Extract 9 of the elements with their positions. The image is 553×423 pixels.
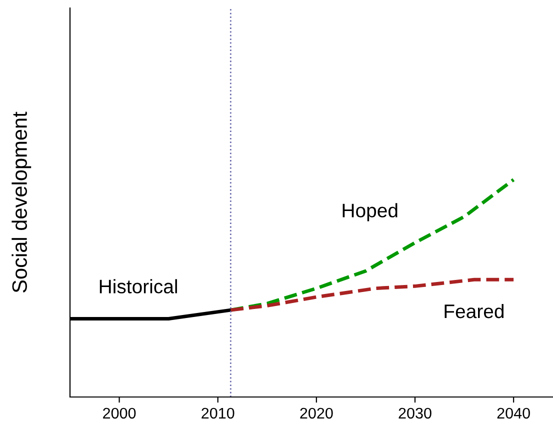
series-label: Feared <box>444 304 504 318</box>
x-tick-label: 2040 <box>497 408 530 419</box>
y-axis-title: Social development <box>12 112 32 292</box>
x-tick-label: 2030 <box>398 408 432 419</box>
series-label: Hoped <box>342 203 398 222</box>
x-tick-label: 2010 <box>202 408 234 419</box>
series-label: Historical <box>100 279 177 294</box>
x-tick-label: 2020 <box>300 408 333 419</box>
x-tick-label: 2000 <box>103 408 136 419</box>
